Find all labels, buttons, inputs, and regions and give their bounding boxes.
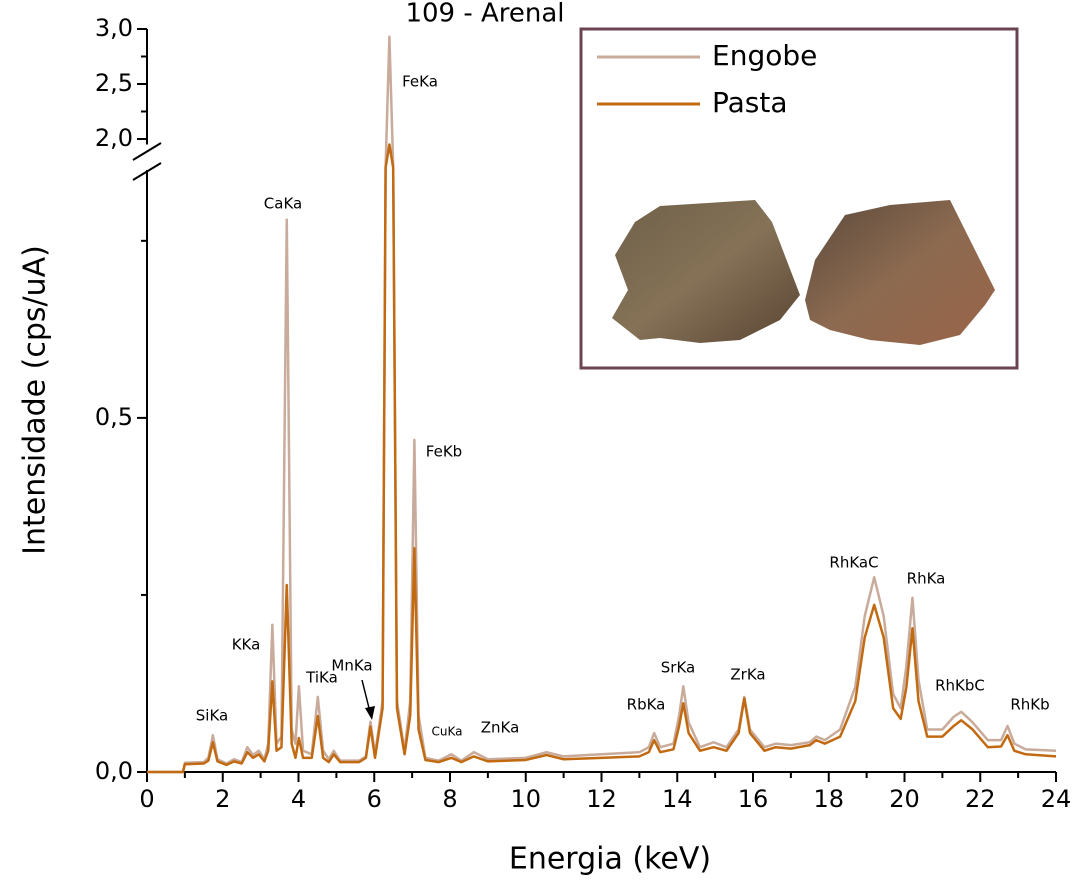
x-tick-label: 16 [738, 785, 769, 813]
peak-label: RbKa [627, 696, 666, 714]
x-tick-label: 10 [510, 785, 541, 813]
x-tick-label: 22 [965, 785, 996, 813]
x-tick-label: 20 [889, 785, 920, 813]
peak-label: FeKa [402, 73, 438, 91]
shard-photo [805, 200, 995, 345]
peak-label: CaKa [264, 195, 302, 213]
axis-break [132, 142, 162, 161]
peak-label: KKa [232, 636, 261, 654]
peak-label: TiKa [305, 669, 338, 687]
y-tick-label: 0,5 [95, 403, 133, 431]
x-tick-label: 6 [367, 785, 382, 813]
peak-label: RhKb [1010, 696, 1049, 714]
x-tick-label: 8 [442, 785, 457, 813]
peak-label: RhKbC [935, 677, 985, 695]
peak-label: RhKa [907, 570, 946, 588]
chart-title: 109 - Arenal [405, 0, 564, 29]
x-tick-label: 0 [139, 785, 154, 813]
y-tick-label: 2,0 [95, 124, 133, 152]
peak-label: SiKa [196, 707, 228, 725]
peak-label: ZrKa [730, 666, 765, 684]
x-tick-label: 12 [586, 785, 617, 813]
legend-label: Engobe [712, 39, 817, 72]
legend: Engobe Pasta [579, 27, 1019, 370]
peak-label: FeKb [426, 443, 462, 461]
peak-label: RhKaC [829, 554, 878, 572]
arrow-head [365, 706, 375, 720]
peak-label: ZnKa [481, 719, 520, 737]
x-tick-label: 18 [813, 785, 844, 813]
peak-label: CuKa [432, 725, 463, 739]
legend-label: Pasta [712, 86, 788, 119]
y-tick-label: 3,0 [95, 14, 133, 42]
x-tick-label: 4 [291, 785, 306, 813]
arrow [361, 679, 371, 713]
y-tick-label: 2,5 [95, 69, 133, 97]
peak-label: MnKa [331, 657, 372, 675]
shard-photo [612, 200, 800, 343]
x-tick-label: 2 [215, 785, 230, 813]
x-axis-label: Energia (keV) [509, 842, 711, 877]
spectrum-line [147, 143, 1057, 774]
x-tick-label: 14 [662, 785, 693, 813]
y-tick-label: 0,0 [95, 757, 133, 785]
x-tick-label: 24 [1041, 785, 1072, 813]
y-axis-label: Intensidade (cps/uA) [18, 245, 53, 555]
axis-break [132, 162, 162, 181]
peak-label: SrKa [661, 659, 695, 677]
spectrum-line [147, 35, 1057, 774]
